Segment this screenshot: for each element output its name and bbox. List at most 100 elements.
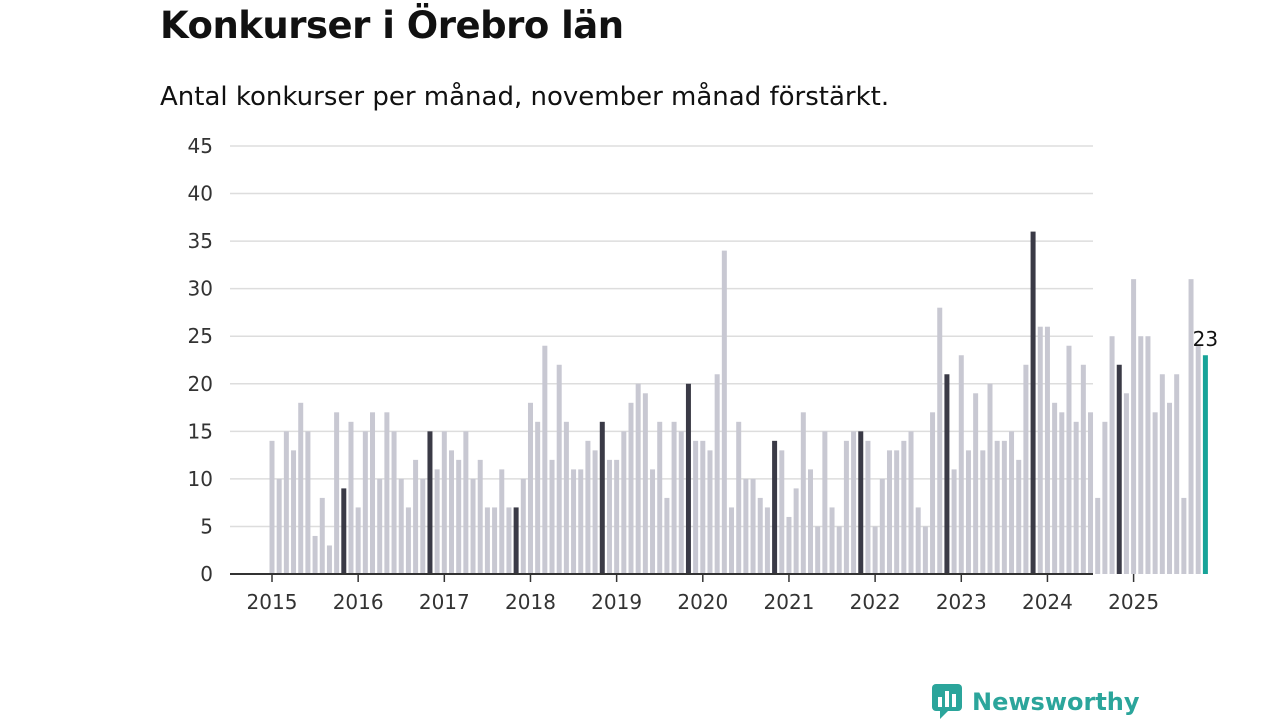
bar xyxy=(1159,374,1165,574)
bar xyxy=(958,355,964,574)
bar xyxy=(606,459,612,574)
bar xyxy=(269,440,275,574)
bar-november xyxy=(858,431,864,574)
bar-november xyxy=(341,488,347,574)
bar xyxy=(362,431,368,574)
bar xyxy=(865,440,871,574)
y-tick-label: 5 xyxy=(200,514,213,538)
bar xyxy=(671,421,677,574)
bar xyxy=(1174,374,1180,574)
bar-november xyxy=(772,440,778,574)
bar xyxy=(829,507,835,574)
bar xyxy=(1188,279,1194,574)
bar xyxy=(1016,459,1022,574)
bar xyxy=(1109,336,1115,574)
bar xyxy=(326,545,332,574)
y-tick-label: 20 xyxy=(188,372,213,396)
y-tick-label: 40 xyxy=(188,182,213,206)
bar xyxy=(470,478,476,574)
bar xyxy=(937,307,943,574)
newsworthy-logo: Newsworthy xyxy=(932,684,1140,720)
bar-november xyxy=(1116,364,1122,574)
bar xyxy=(542,345,548,574)
bar xyxy=(894,450,900,574)
bar xyxy=(922,526,928,574)
bar xyxy=(743,478,749,574)
bar xyxy=(441,431,447,574)
bar xyxy=(965,450,971,574)
bar xyxy=(499,469,505,574)
bar xyxy=(1080,364,1086,574)
bar-november xyxy=(427,431,433,574)
bar xyxy=(527,402,533,574)
bar xyxy=(843,440,849,574)
bar xyxy=(506,507,512,574)
latest-value-label: 23 xyxy=(1193,327,1218,351)
bar xyxy=(614,459,620,574)
bar xyxy=(650,469,656,574)
bar xyxy=(1037,326,1043,574)
bar xyxy=(1138,336,1144,574)
x-tick-label: 2016 xyxy=(333,590,384,614)
bar xyxy=(592,450,598,574)
bar xyxy=(434,469,440,574)
bar xyxy=(1145,336,1151,574)
bar xyxy=(700,440,706,574)
y-tick-label: 25 xyxy=(188,324,213,348)
bar xyxy=(836,526,842,574)
y-tick-label: 15 xyxy=(188,419,213,443)
bar xyxy=(1073,421,1079,574)
bar xyxy=(1044,326,1050,574)
bar xyxy=(463,431,469,574)
bar xyxy=(413,459,419,574)
bar xyxy=(736,421,742,574)
bar xyxy=(1001,440,1007,574)
bar-november xyxy=(685,383,691,574)
bar xyxy=(370,412,376,574)
bar xyxy=(420,478,426,574)
bar xyxy=(492,507,498,574)
bar xyxy=(283,431,289,574)
bar-november xyxy=(599,421,605,574)
bar xyxy=(750,478,756,574)
bar xyxy=(291,450,297,574)
bar xyxy=(851,431,857,574)
bar xyxy=(535,421,541,574)
bar xyxy=(901,440,907,574)
bar xyxy=(484,507,490,574)
bar xyxy=(1123,393,1129,574)
bar xyxy=(319,497,325,574)
bar xyxy=(980,450,986,574)
bar xyxy=(657,421,663,574)
bar xyxy=(973,393,979,574)
bar xyxy=(1131,279,1137,574)
bar xyxy=(721,250,727,574)
bar-november xyxy=(1030,231,1036,574)
bar xyxy=(398,478,404,574)
bar xyxy=(793,488,799,574)
bar xyxy=(664,497,670,574)
bar-november xyxy=(944,374,950,574)
bar xyxy=(348,421,354,574)
bar xyxy=(449,450,454,574)
bar-november xyxy=(513,507,519,574)
bar xyxy=(1152,412,1158,574)
bar xyxy=(477,459,483,574)
x-tick-label: 2024 xyxy=(1022,590,1073,614)
bar xyxy=(1052,402,1058,574)
bar xyxy=(1195,345,1201,574)
bar xyxy=(549,459,555,574)
y-tick-label: 35 xyxy=(188,229,213,253)
bar xyxy=(987,383,993,574)
chart-subtitle: Antal konkurser per månad, november måna… xyxy=(160,82,890,112)
bar xyxy=(872,526,878,574)
bar xyxy=(384,412,390,574)
bar xyxy=(1167,402,1172,574)
bar xyxy=(808,469,813,574)
bar xyxy=(456,459,462,574)
bar xyxy=(729,507,735,574)
bar xyxy=(757,497,763,574)
bar xyxy=(879,478,885,574)
bar xyxy=(786,516,792,574)
